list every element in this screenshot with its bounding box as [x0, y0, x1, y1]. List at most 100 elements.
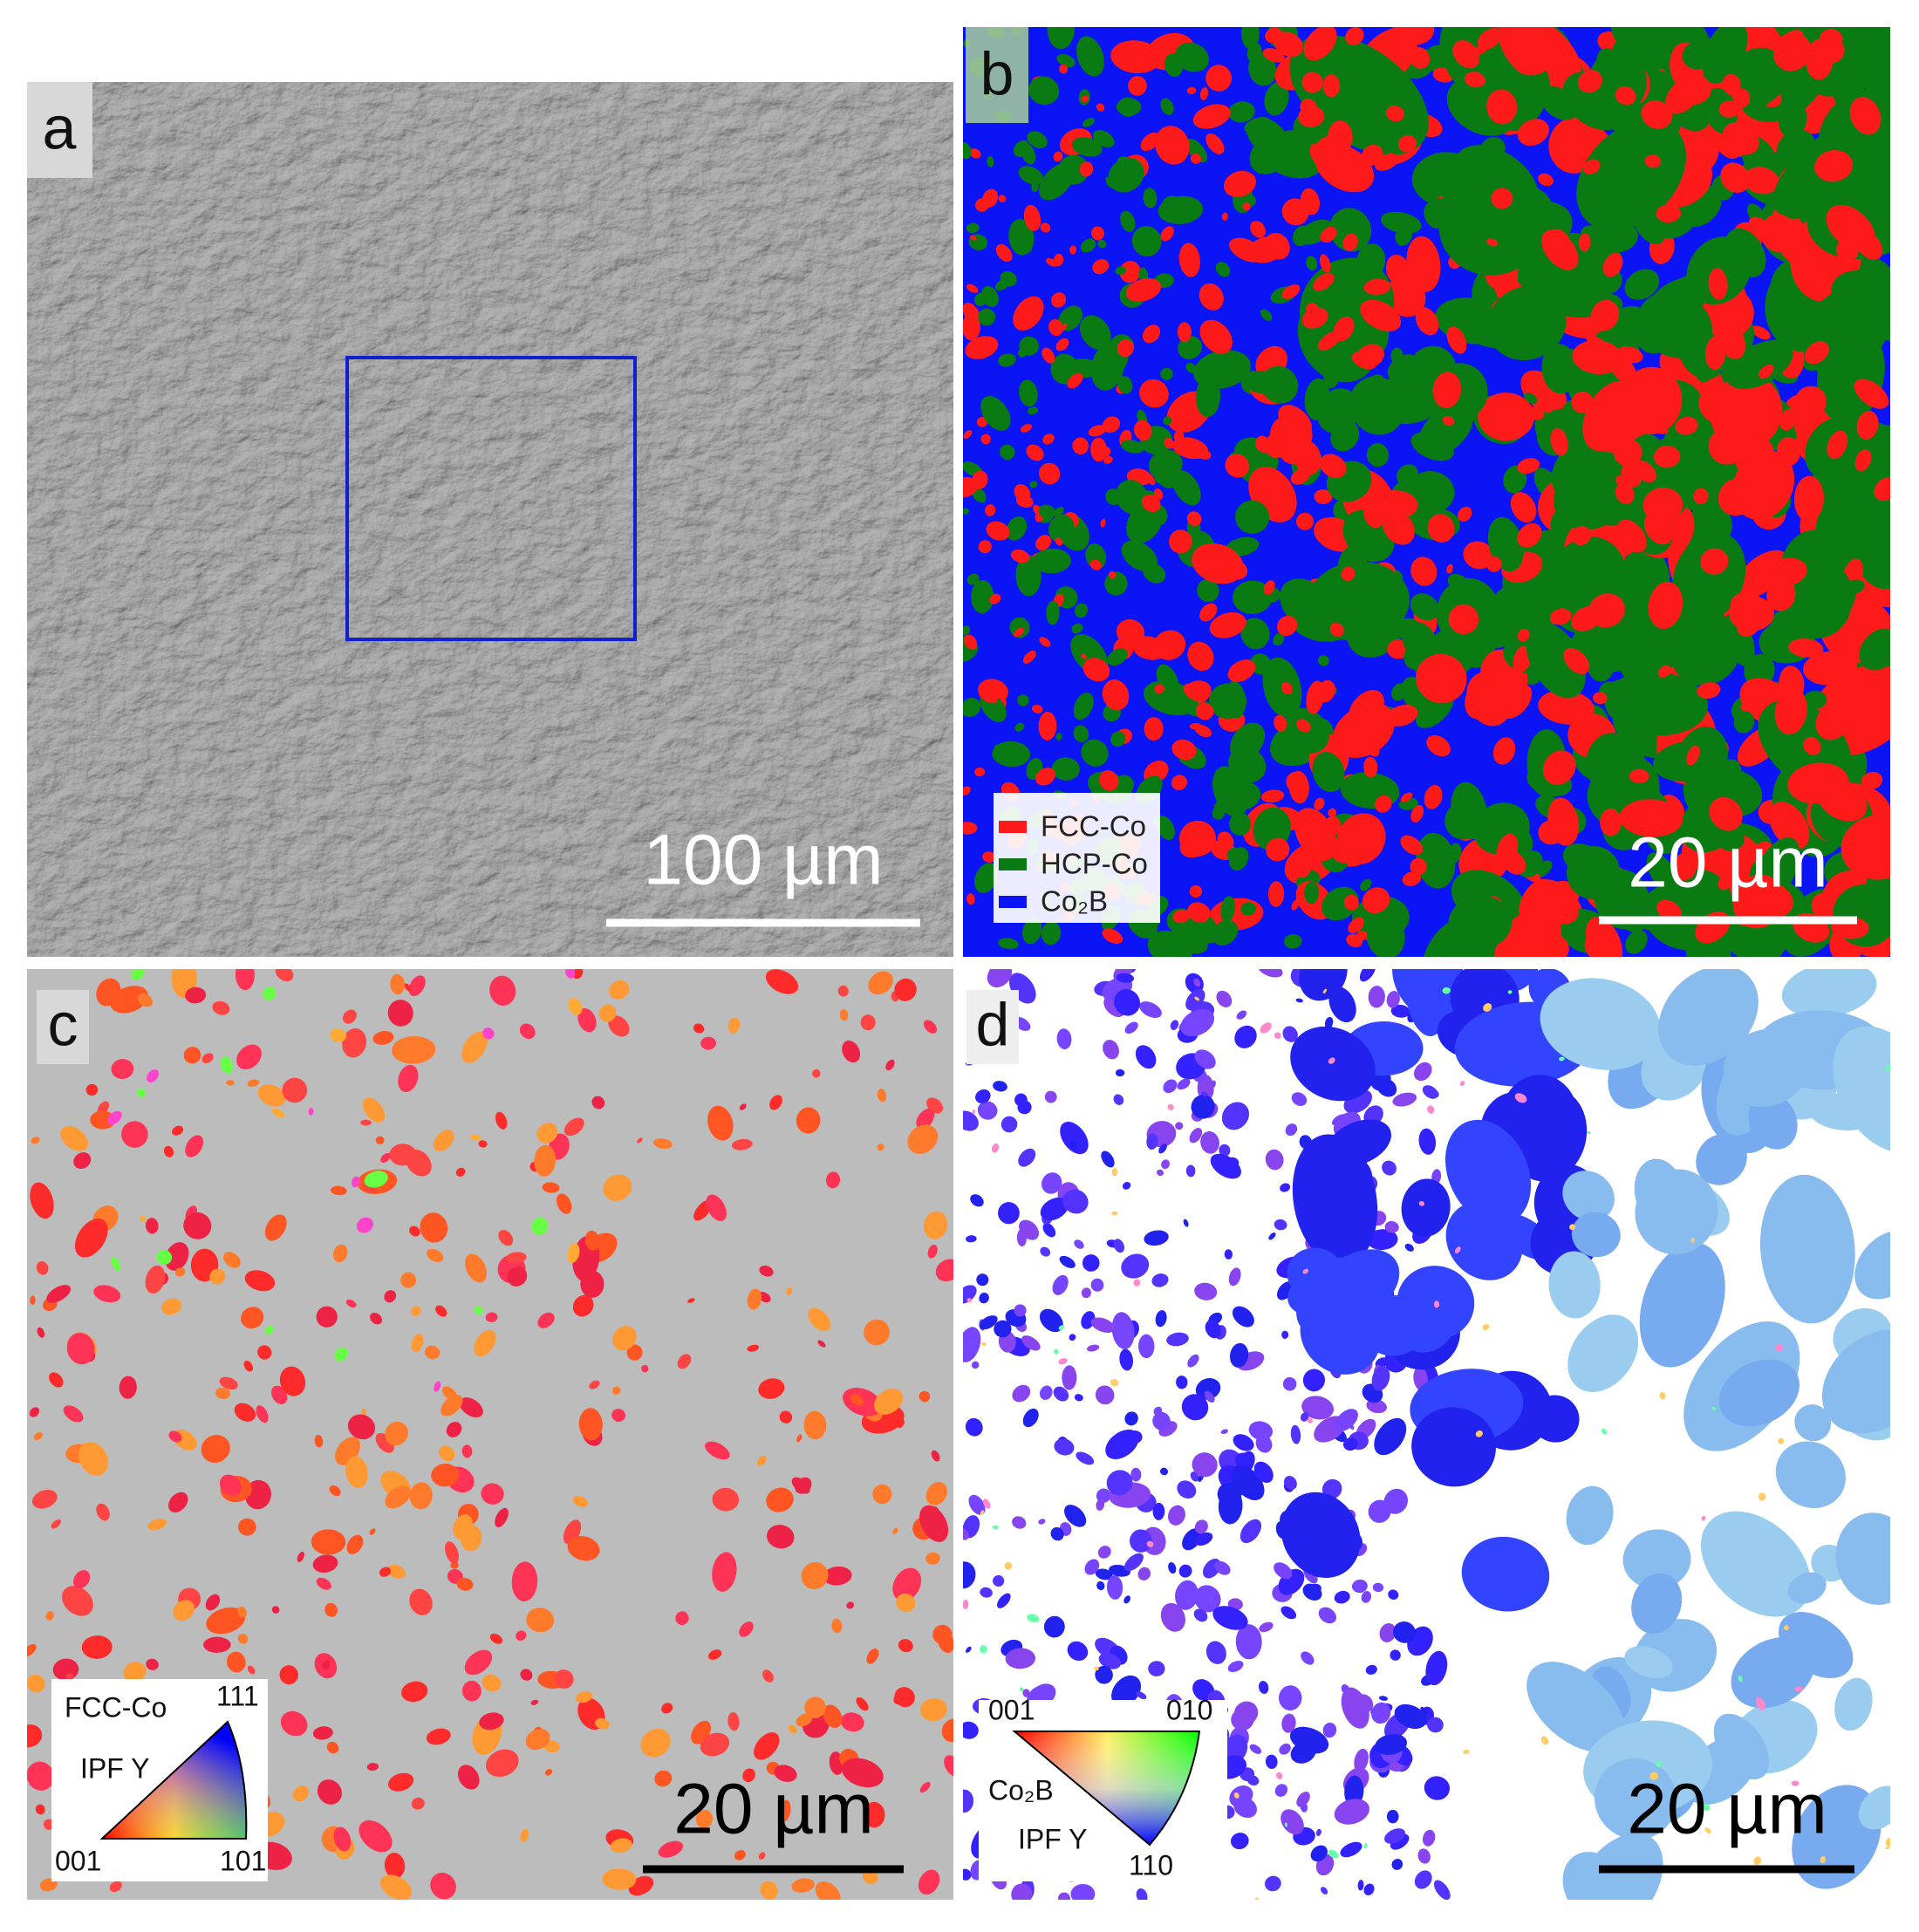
grain	[27, 1761, 55, 1791]
grain	[36, 1260, 49, 1275]
grain	[1290, 1742, 1316, 1764]
grain	[1229, 812, 1251, 836]
grain	[1096, 103, 1105, 112]
grain	[974, 767, 986, 777]
grain	[1066, 358, 1099, 379]
grain	[1542, 750, 1576, 785]
grain	[227, 1651, 246, 1673]
grain	[1022, 650, 1036, 664]
grain	[1129, 1529, 1152, 1553]
grain	[279, 1665, 298, 1685]
grain	[359, 1819, 393, 1853]
grain	[404, 983, 412, 992]
grain	[1100, 518, 1106, 528]
grain	[1302, 1268, 1309, 1274]
grain	[174, 1267, 186, 1277]
grain	[147, 1069, 160, 1082]
grain	[1487, 285, 1567, 361]
grain	[1454, 1246, 1461, 1253]
grain	[1827, 430, 1848, 460]
grain	[1432, 372, 1462, 408]
grain	[520, 1828, 529, 1842]
grain	[1281, 1713, 1296, 1733]
grain	[1223, 170, 1256, 197]
grain	[482, 1027, 495, 1040]
grain	[966, 1235, 977, 1243]
grain	[1572, 340, 1623, 374]
grain	[1400, 792, 1413, 802]
grain	[1571, 391, 1594, 413]
grain	[1224, 1249, 1233, 1260]
grain	[507, 1266, 528, 1287]
grain	[1328, 1849, 1339, 1859]
grain	[1779, 408, 1797, 431]
grain	[1215, 262, 1231, 277]
grain	[1040, 1197, 1069, 1221]
grain	[1390, 1004, 1410, 1018]
grain	[640, 1728, 671, 1758]
grain	[1366, 1399, 1387, 1414]
grain	[1402, 871, 1422, 886]
grain	[1071, 137, 1103, 157]
grain	[1264, 232, 1290, 260]
grain	[1461, 1536, 1550, 1612]
grain	[362, 1097, 386, 1123]
grain	[1463, 541, 1494, 570]
grain	[1140, 132, 1160, 152]
grain	[1653, 445, 1681, 468]
grain	[1794, 386, 1827, 417]
panel-label: c	[48, 990, 79, 1058]
grain	[1160, 226, 1174, 242]
grain	[1091, 226, 1104, 241]
grain	[927, 1244, 938, 1259]
grain	[1602, 252, 1623, 277]
grain	[918, 1869, 940, 1895]
grain	[537, 1312, 555, 1328]
grain	[762, 1669, 774, 1683]
grain	[572, 1294, 594, 1317]
grain	[1214, 1560, 1231, 1575]
grain	[1117, 376, 1133, 394]
grain	[1815, 703, 1850, 741]
grain	[1163, 1079, 1178, 1094]
grain	[1216, 990, 1233, 1007]
grain	[1069, 1334, 1076, 1341]
grain	[1119, 261, 1141, 283]
grain	[366, 1763, 379, 1772]
grain	[898, 1639, 913, 1653]
grain	[1310, 1845, 1328, 1862]
grain	[1500, 684, 1533, 719]
grain	[1005, 1648, 1036, 1669]
grain	[1233, 1792, 1239, 1799]
grain	[1767, 623, 1786, 638]
grain	[963, 1721, 979, 1739]
grain	[563, 1117, 584, 1137]
grain	[935, 1259, 953, 1282]
grain	[817, 1340, 826, 1348]
grain	[1364, 737, 1380, 757]
grain	[1427, 514, 1455, 543]
grain	[1250, 221, 1266, 238]
grain	[1874, 477, 1890, 502]
grain	[1128, 76, 1147, 96]
grain	[1290, 468, 1310, 485]
grain	[580, 1270, 604, 1298]
phase-map	[963, 27, 1890, 957]
grain	[1120, 440, 1144, 454]
grain	[1538, 820, 1564, 845]
grain	[996, 698, 1001, 704]
grain	[1590, 299, 1620, 331]
grain	[641, 1364, 649, 1373]
grain	[1106, 1470, 1133, 1496]
grain	[1113, 1094, 1124, 1105]
grain	[1620, 382, 1635, 400]
grain	[1182, 1528, 1202, 1551]
grain	[980, 434, 991, 445]
grain	[1177, 322, 1192, 343]
grain	[1054, 253, 1064, 266]
grain	[754, 1732, 780, 1760]
grain	[265, 1326, 274, 1335]
grain	[183, 1047, 201, 1064]
grain	[1292, 225, 1312, 247]
grain	[1118, 97, 1137, 118]
